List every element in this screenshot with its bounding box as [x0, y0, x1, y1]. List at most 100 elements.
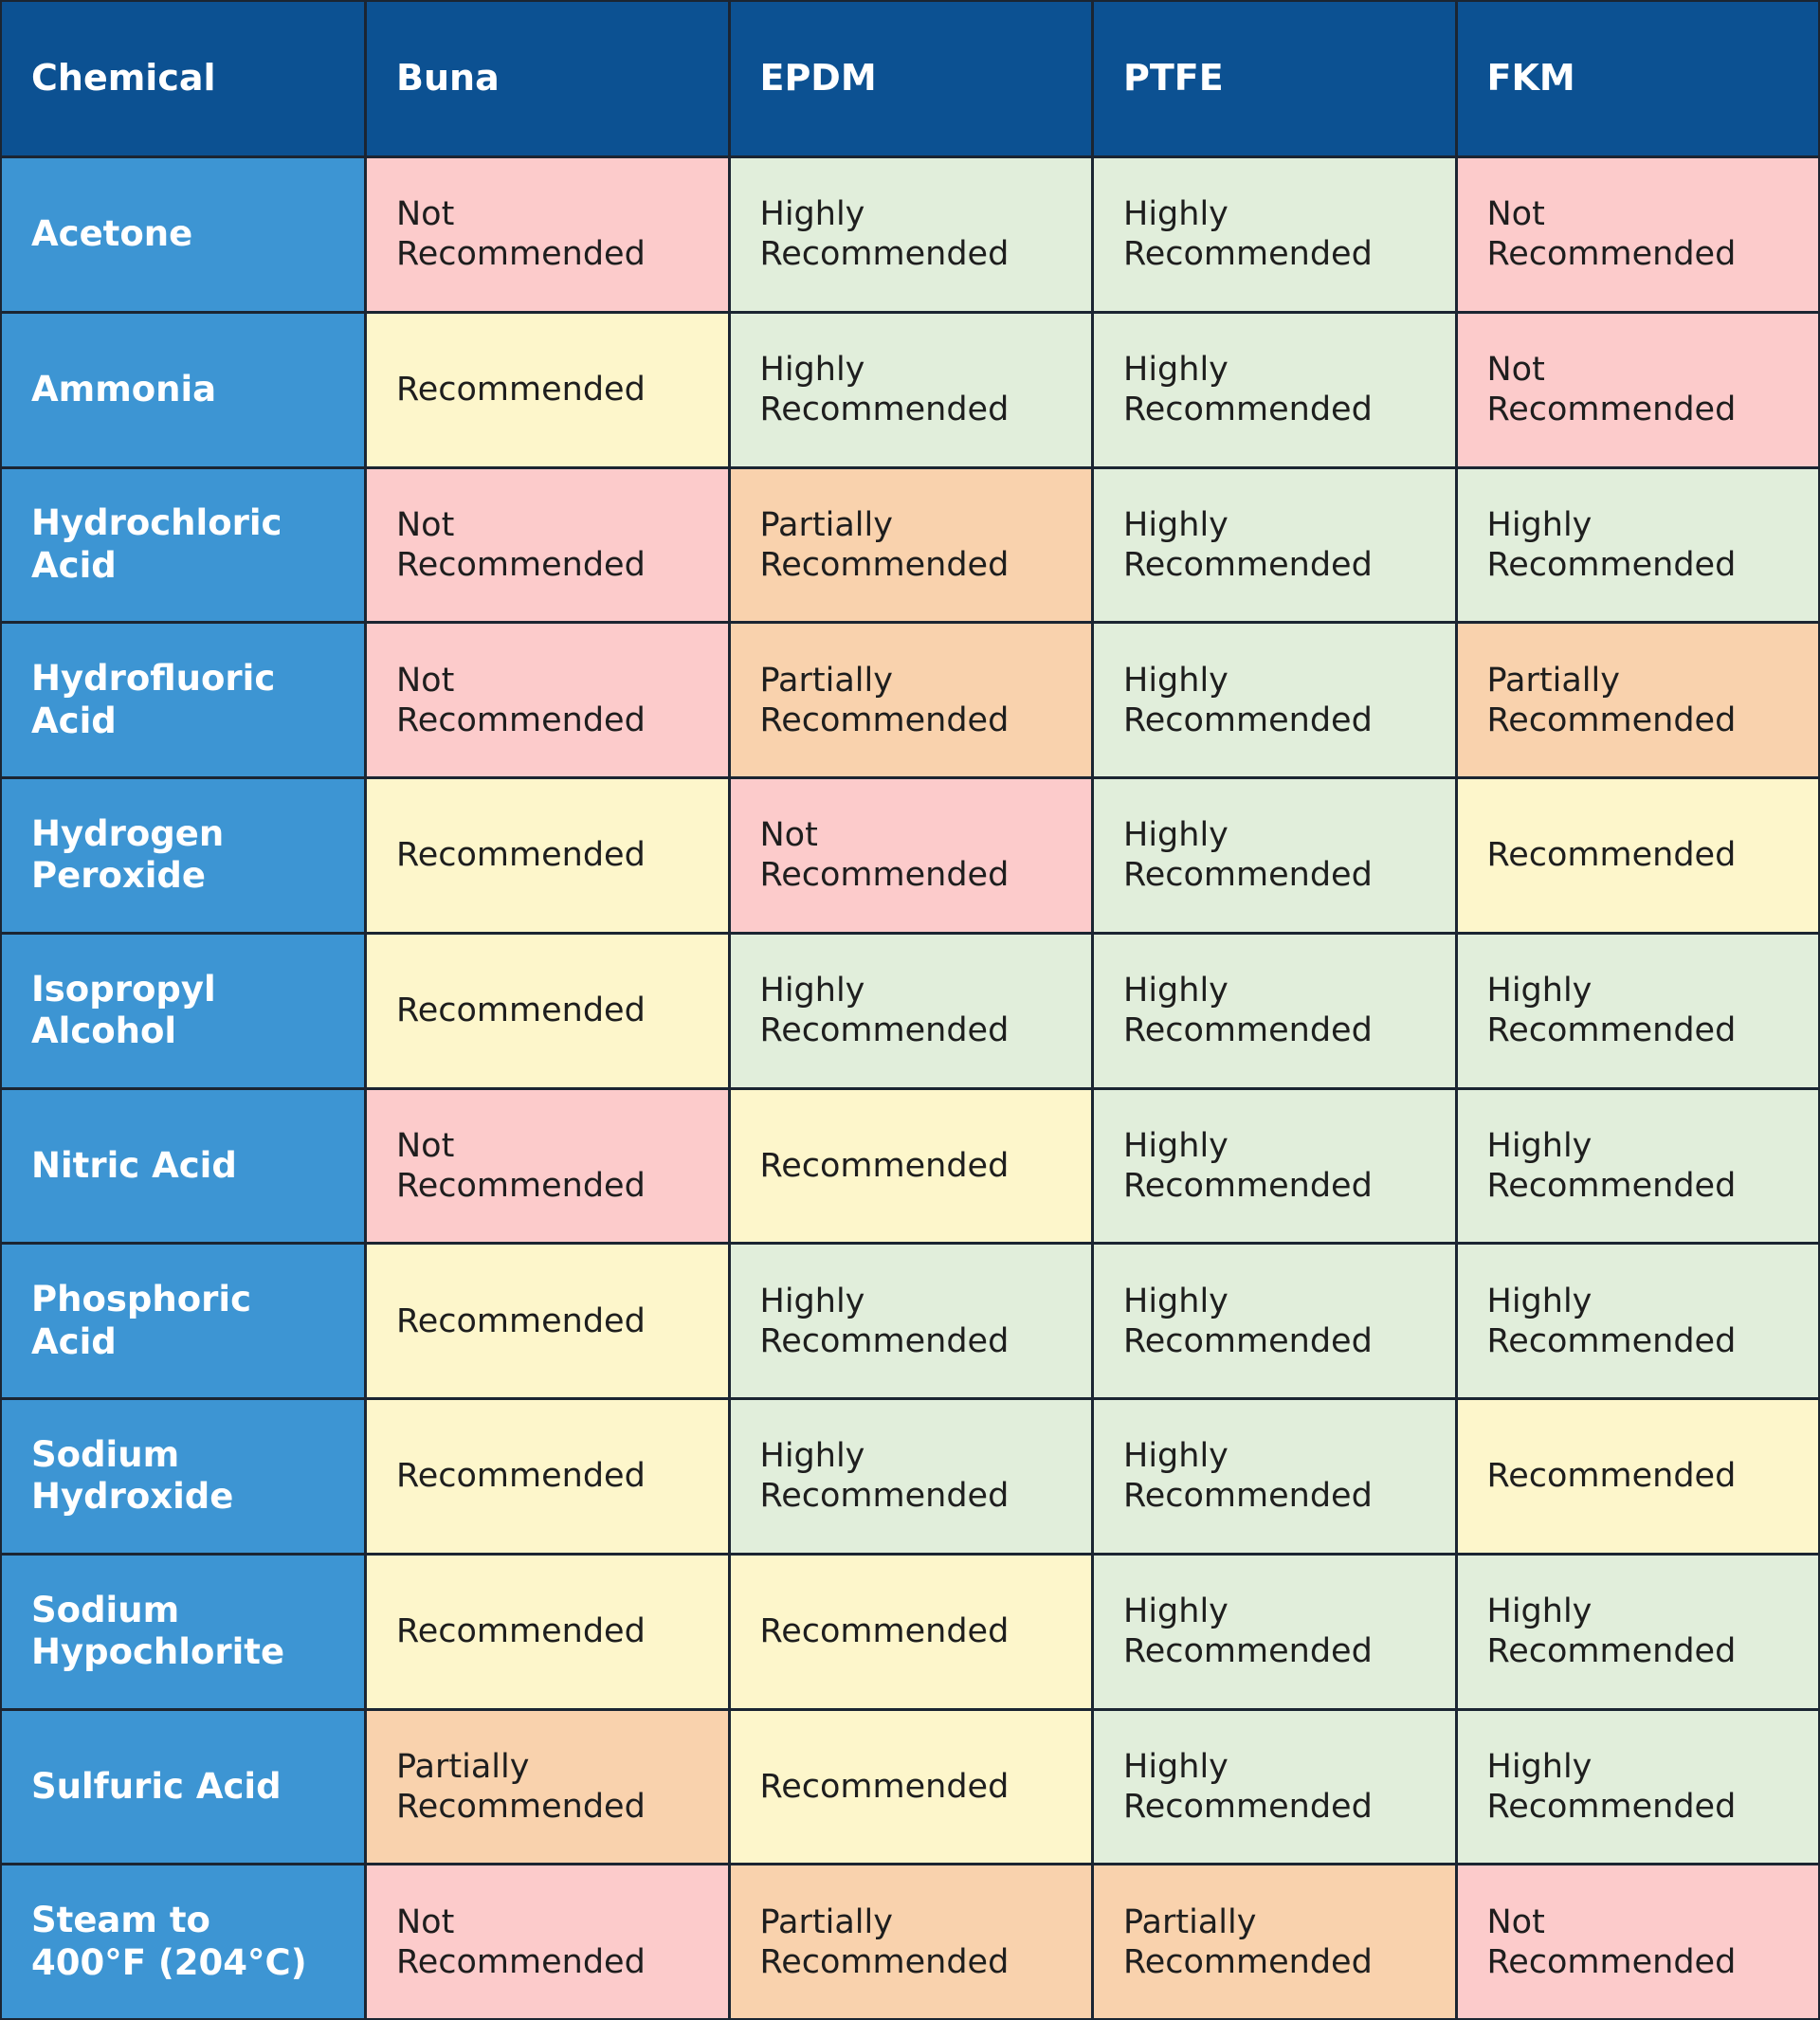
rating-cell-text: Highly Recommended	[1123, 1437, 1373, 1516]
rating-cell-text: Highly Recommended	[1123, 351, 1373, 429]
rating-cell: Highly Recommended	[730, 1400, 1091, 1553]
header-cell-text: Buna	[396, 57, 500, 100]
rating-cell: Highly Recommended	[1094, 1245, 1455, 1397]
rating-cell-text: Highly Recommended	[1486, 972, 1737, 1050]
rating-cell-text: Recommended	[396, 836, 646, 875]
rating-cell-text: Not Recommended	[396, 1902, 646, 1981]
rating-cell: Recommended	[730, 1555, 1091, 1708]
rating-cell: Not Recommended	[1457, 1865, 1818, 2018]
rating-cell: Highly Recommended	[1094, 468, 1455, 622]
rating-cell: Recommended	[367, 1555, 728, 1708]
rating-cell: Partially Recommended	[1094, 1865, 1455, 2018]
chemical-cell: Acetone	[2, 158, 364, 311]
rating-cell: Recommended	[730, 1089, 1091, 1243]
chemical-cell: Hydrofluoric Acid	[2, 624, 364, 776]
rating-cell: Recommended	[367, 934, 728, 1087]
rating-cell-text: Highly Recommended	[759, 972, 1010, 1050]
rating-cell-text: Not Recommended	[1486, 1902, 1737, 1981]
chemical-cell-text: Hydrochloric Acid	[31, 502, 282, 586]
rating-cell: Highly Recommended	[730, 1245, 1091, 1397]
rating-cell-text: Recommended	[396, 992, 646, 1030]
rating-cell-text: Highly Recommended	[1486, 505, 1737, 584]
rating-cell: Highly Recommended	[730, 934, 1091, 1087]
chemical-cell: Nitric Acid	[2, 1089, 364, 1243]
rating-cell-text: Not Recommended	[759, 816, 1010, 895]
rating-cell-text: Recommended	[396, 1301, 646, 1340]
rating-cell: Highly Recommended	[1094, 158, 1455, 311]
rating-cell-text: Recommended	[759, 1767, 1010, 1806]
rating-cell-text: Highly Recommended	[1123, 816, 1373, 895]
rating-cell-text: Not Recommended	[1486, 195, 1737, 274]
chemical-cell-text: Phosphoric Acid	[31, 1279, 252, 1362]
chemical-cell-text: Acetone	[31, 213, 193, 255]
rating-cell-text: Partially Recommended	[1486, 661, 1737, 739]
chemical-cell-text: Ammonia	[31, 368, 217, 409]
rating-cell-text: Highly Recommended	[1123, 505, 1373, 584]
rating-cell: Partially Recommended	[1457, 624, 1818, 776]
rating-cell: Not Recommended	[367, 624, 728, 776]
header-cell: Chemical	[2, 2, 364, 155]
rating-cell: Highly Recommended	[1457, 934, 1818, 1087]
rating-cell-text: Highly Recommended	[1123, 972, 1373, 1050]
rating-cell: Recommended	[1457, 1400, 1818, 1553]
rating-cell-text: Highly Recommended	[1123, 661, 1373, 739]
chemical-cell-text: Sodium Hypochlorite	[31, 1589, 285, 1673]
chemical-cell: Phosphoric Acid	[2, 1245, 364, 1397]
header-cell: PTFE	[1094, 2, 1455, 155]
rating-cell: Not Recommended	[1457, 313, 1818, 466]
rating-cell: Highly Recommended	[730, 158, 1091, 311]
rating-cell: Highly Recommended	[1094, 1555, 1455, 1708]
rating-cell: Partially Recommended	[730, 1865, 1091, 2018]
header-cell: FKM	[1457, 2, 1818, 155]
chemical-cell: Sodium Hydroxide	[2, 1400, 364, 1553]
header-cell: Buna	[367, 2, 728, 155]
rating-cell: Highly Recommended	[1094, 313, 1455, 466]
rating-cell-text: Highly Recommended	[1123, 195, 1373, 274]
rating-cell-text: Highly Recommended	[1123, 1747, 1373, 1826]
rating-cell-text: Partially Recommended	[1123, 1902, 1373, 1981]
rating-cell: Highly Recommended	[730, 313, 1091, 466]
rating-cell: Recommended	[367, 1400, 728, 1553]
rating-cell: Not Recommended	[367, 158, 728, 311]
chemical-cell: Sodium Hypochlorite	[2, 1555, 364, 1708]
header-cell-text: PTFE	[1123, 57, 1224, 100]
chemical-cell-text: Isopropyl Alcohol	[31, 968, 216, 1052]
rating-cell-text: Highly Recommended	[759, 1282, 1010, 1360]
rating-cell-text: Partially Recommended	[396, 1747, 646, 1826]
rating-cell-text: Highly Recommended	[1123, 1592, 1373, 1671]
rating-cell: Not Recommended	[367, 468, 728, 622]
chemical-cell-text: Sulfuric Acid	[31, 1765, 282, 1807]
rating-cell-text: Partially Recommended	[759, 661, 1010, 739]
rating-cell-text: Highly Recommended	[1486, 1747, 1737, 1826]
rating-cell-text: Highly Recommended	[759, 1437, 1010, 1516]
rating-cell-text: Recommended	[759, 1146, 1010, 1185]
header-cell-text: EPDM	[759, 57, 877, 100]
rating-cell-text: Not Recommended	[396, 505, 646, 584]
rating-cell: Highly Recommended	[1094, 934, 1455, 1087]
rating-cell-text: Not Recommended	[1486, 351, 1737, 429]
chemical-cell: Ammonia	[2, 313, 364, 466]
rating-cell-text: Highly Recommended	[1123, 1126, 1373, 1205]
chemical-cell: Isopropyl Alcohol	[2, 934, 364, 1087]
rating-cell: Partially Recommended	[367, 1710, 728, 1864]
rating-cell: Not Recommended	[367, 1865, 728, 2018]
rating-cell: Highly Recommended	[1094, 779, 1455, 932]
chemical-cell-text: Nitric Acid	[31, 1144, 237, 1186]
rating-cell: Highly Recommended	[1457, 1245, 1818, 1397]
header-cell: EPDM	[730, 2, 1091, 155]
chemical-cell: Hydrochloric Acid	[2, 468, 364, 622]
header-cell-text: Chemical	[31, 57, 216, 100]
rating-cell: Not Recommended	[1457, 158, 1818, 311]
rating-cell-text: Highly Recommended	[759, 351, 1010, 429]
rating-cell-text: Recommended	[1486, 836, 1737, 875]
rating-cell: Not Recommended	[367, 1089, 728, 1243]
header-cell-text: FKM	[1486, 57, 1575, 100]
chemical-cell: Hydrogen Peroxide	[2, 779, 364, 932]
rating-cell-text: Recommended	[396, 371, 646, 409]
rating-cell-text: Not Recommended	[396, 1126, 646, 1205]
rating-cell-text: Highly Recommended	[1123, 1282, 1373, 1360]
rating-cell: Partially Recommended	[730, 468, 1091, 622]
rating-cell: Partially Recommended	[730, 624, 1091, 776]
rating-cell: Highly Recommended	[1094, 1710, 1455, 1864]
